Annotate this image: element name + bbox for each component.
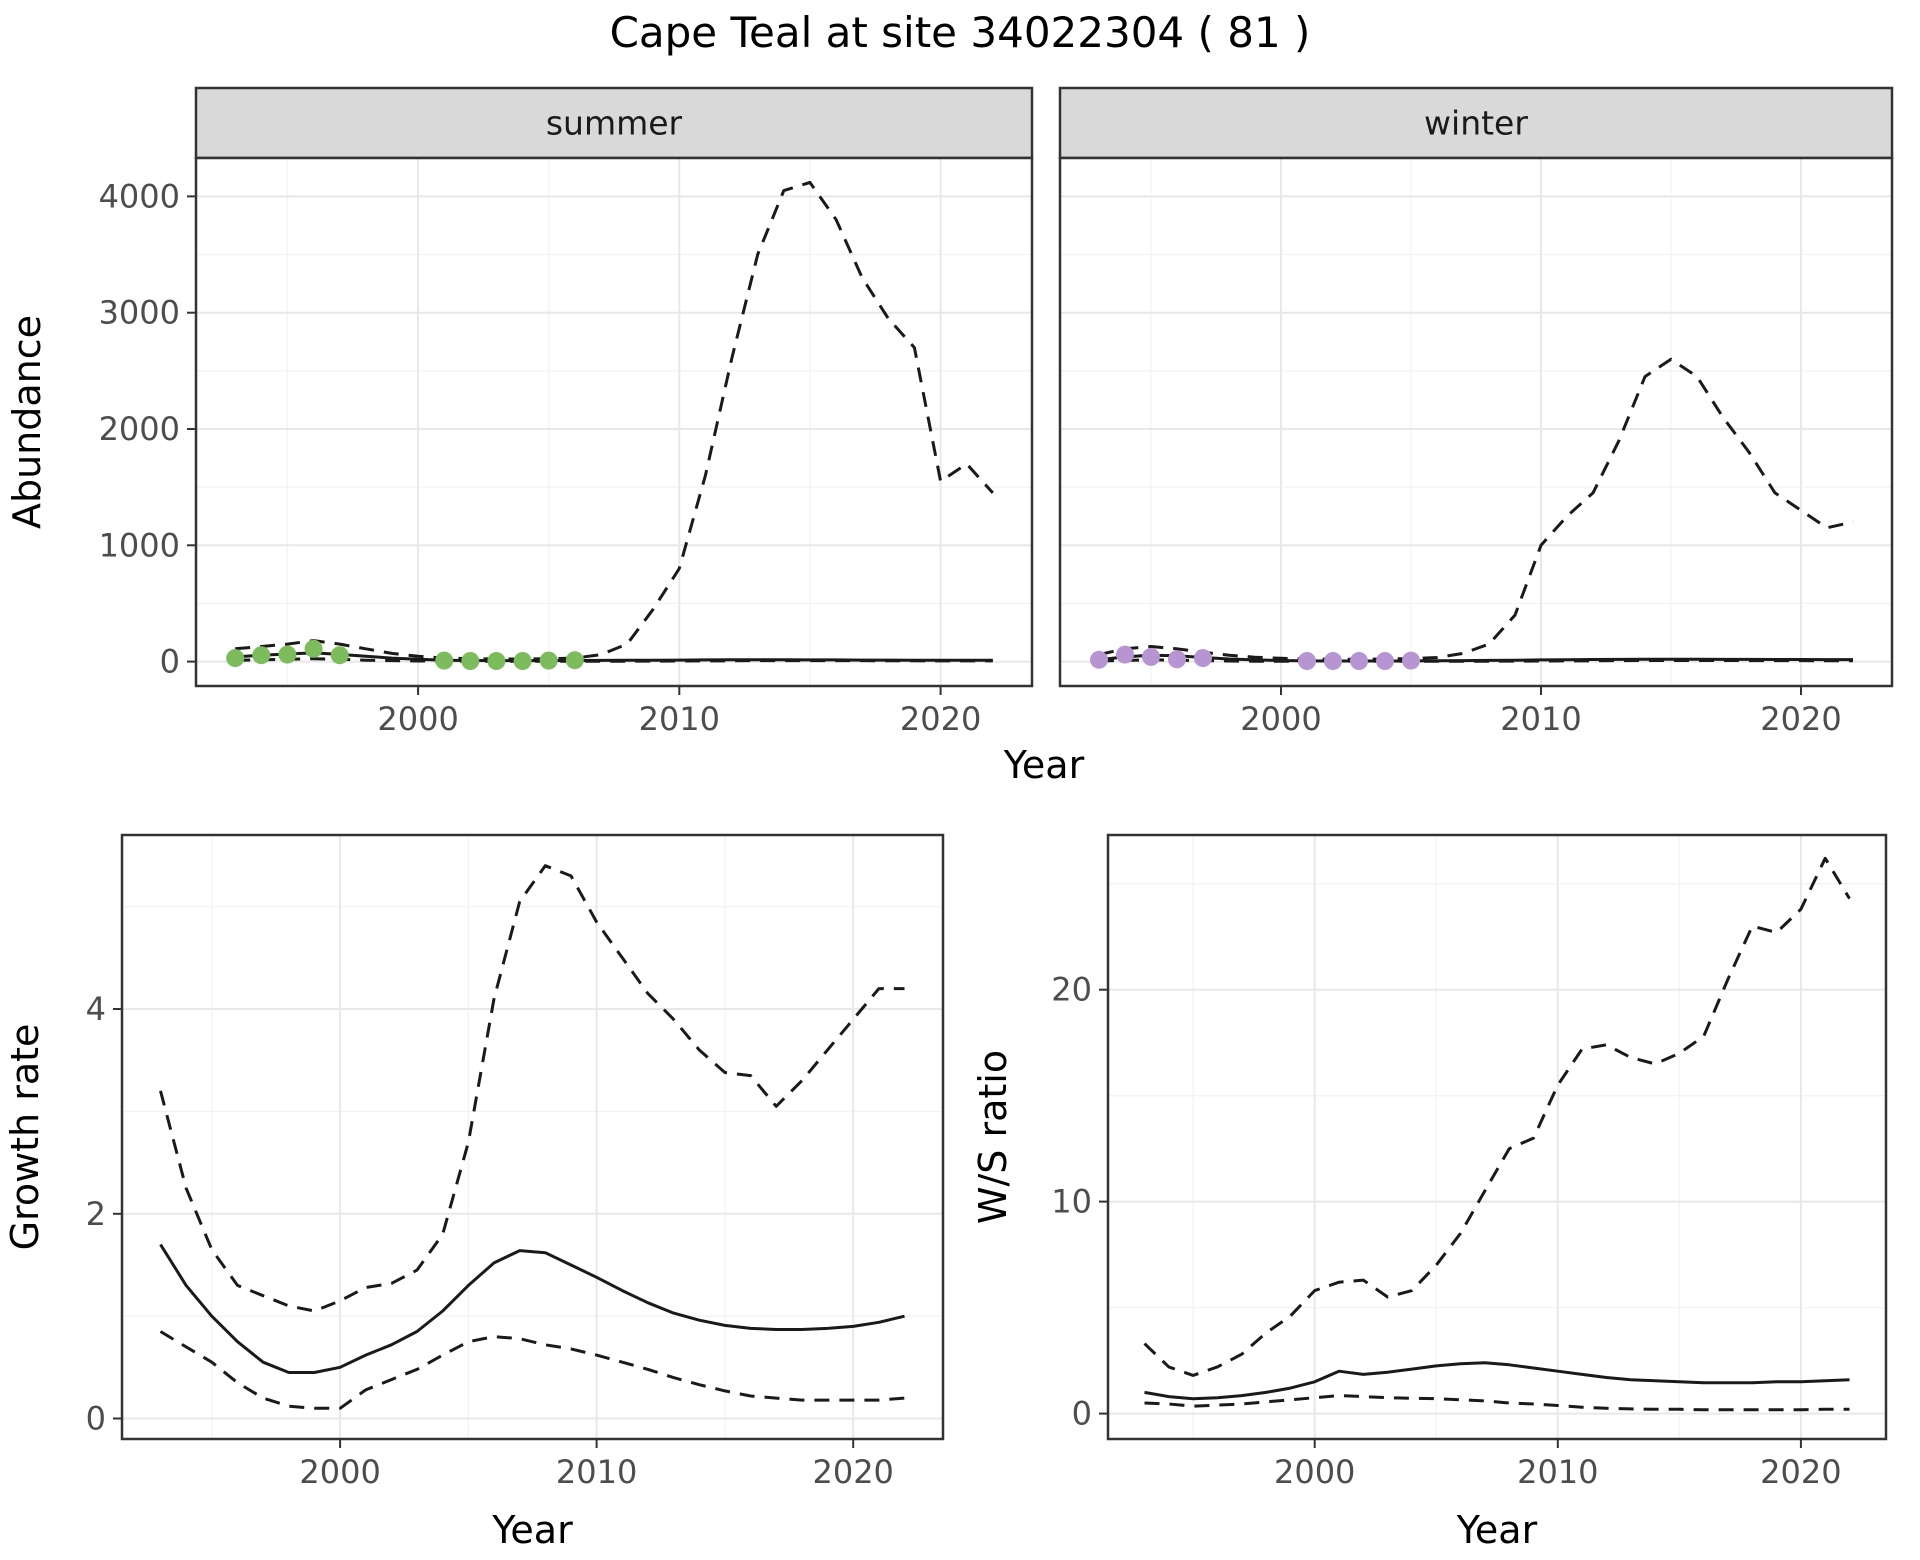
observed-point xyxy=(1194,649,1212,668)
y-tick-label: 0 xyxy=(160,643,180,681)
y-tick-label: 10 xyxy=(1051,1183,1092,1221)
y-tick-label: 4000 xyxy=(99,177,180,215)
observed-point xyxy=(513,652,532,670)
panel-background xyxy=(1060,158,1892,686)
facet-strip xyxy=(194,86,1034,160)
y-tick-label: 0 xyxy=(86,1400,106,1438)
observed-point xyxy=(226,649,245,668)
panel-background xyxy=(122,835,943,1439)
observed-point xyxy=(304,639,323,658)
panel-border xyxy=(120,833,945,1441)
x-tick-label: 2000 xyxy=(1274,1453,1355,1491)
panel-background xyxy=(196,158,1032,686)
y-tick-label: 1000 xyxy=(99,526,180,564)
panel-border xyxy=(1058,156,1894,688)
panel-background xyxy=(1108,835,1886,1439)
observed-point xyxy=(1090,650,1108,669)
observed-point xyxy=(435,651,454,670)
observed-point xyxy=(1402,651,1420,670)
y-tick-label: 2 xyxy=(86,1195,106,1233)
panel-border xyxy=(1106,833,1888,1441)
y-axis-title: W/S ratio xyxy=(971,1050,1015,1224)
observed-point xyxy=(1376,652,1394,670)
observed-point xyxy=(252,646,271,665)
x-tick-label: 2010 xyxy=(556,1453,637,1491)
observed-point xyxy=(1324,652,1342,670)
observed-point xyxy=(539,651,558,670)
y-axis-title: Growth rate xyxy=(3,1024,47,1251)
observed-point xyxy=(1350,652,1368,670)
abundance-facet-chart: summer 2000 2010 2020 0 1000 2000 3000 4000 winte… xyxy=(5,86,1894,787)
fitted-line xyxy=(159,1243,905,1374)
y-axis-title: Abundance xyxy=(5,315,49,529)
facet-label: winter xyxy=(1424,104,1528,143)
x-tick-label: 2020 xyxy=(900,700,981,738)
x-axis-title: Year xyxy=(491,1508,573,1552)
x-tick-label: 2000 xyxy=(377,700,458,738)
x-tick-label: 2020 xyxy=(812,1453,893,1491)
x-tick-label: 2020 xyxy=(1760,1453,1841,1491)
observed-point xyxy=(1298,652,1316,670)
x-tick-label: 2010 xyxy=(1500,700,1581,738)
y-tick-label: 3000 xyxy=(99,294,180,332)
upper-ci-line xyxy=(1098,357,1854,661)
observed-point xyxy=(487,652,506,670)
observed-point xyxy=(1142,647,1160,666)
upper-ci-line xyxy=(1143,856,1851,1377)
x-axis-title: Year xyxy=(1003,743,1085,787)
facet-strip xyxy=(1058,86,1894,160)
growth-rate-chart: 2000 2010 2020 0 2 4 Year Growth rate xyxy=(3,833,945,1552)
observed-point xyxy=(1116,645,1134,664)
x-axis-title: Year xyxy=(1456,1508,1538,1552)
observed-point xyxy=(330,646,349,665)
y-tick-label: 4 xyxy=(86,990,106,1028)
x-tick-label: 2000 xyxy=(299,1453,380,1491)
facet-label: summer xyxy=(546,104,683,143)
x-tick-label: 2020 xyxy=(1760,700,1841,738)
lower-ci-line xyxy=(159,1330,905,1410)
y-tick-label: 2000 xyxy=(99,410,180,448)
x-tick-label: 2010 xyxy=(639,700,720,738)
observed-point xyxy=(461,652,480,670)
observed-point xyxy=(278,645,297,664)
observed-point xyxy=(565,651,584,670)
upper-ci-line xyxy=(235,180,994,661)
lower-ci-line xyxy=(1144,1394,1850,1412)
x-tick-label: 2010 xyxy=(1517,1453,1598,1491)
y-tick-label: 0 xyxy=(1072,1395,1092,1433)
observed-point xyxy=(1168,650,1186,669)
upper-ci-line xyxy=(159,864,905,1313)
lower-ci-line xyxy=(1098,658,1853,663)
fitted-line xyxy=(1144,1361,1850,1401)
y-tick-label: 20 xyxy=(1051,971,1092,1009)
x-tick-label: 2000 xyxy=(1240,700,1321,738)
plot-title: Cape Teal at site 34022304 ( 81 ) xyxy=(609,8,1311,57)
ws-ratio-chart: 2000 2010 2020 0 10 20 Year W/S ratio xyxy=(971,833,1888,1552)
panel-border xyxy=(194,156,1034,688)
lower-ci-line xyxy=(235,657,993,663)
